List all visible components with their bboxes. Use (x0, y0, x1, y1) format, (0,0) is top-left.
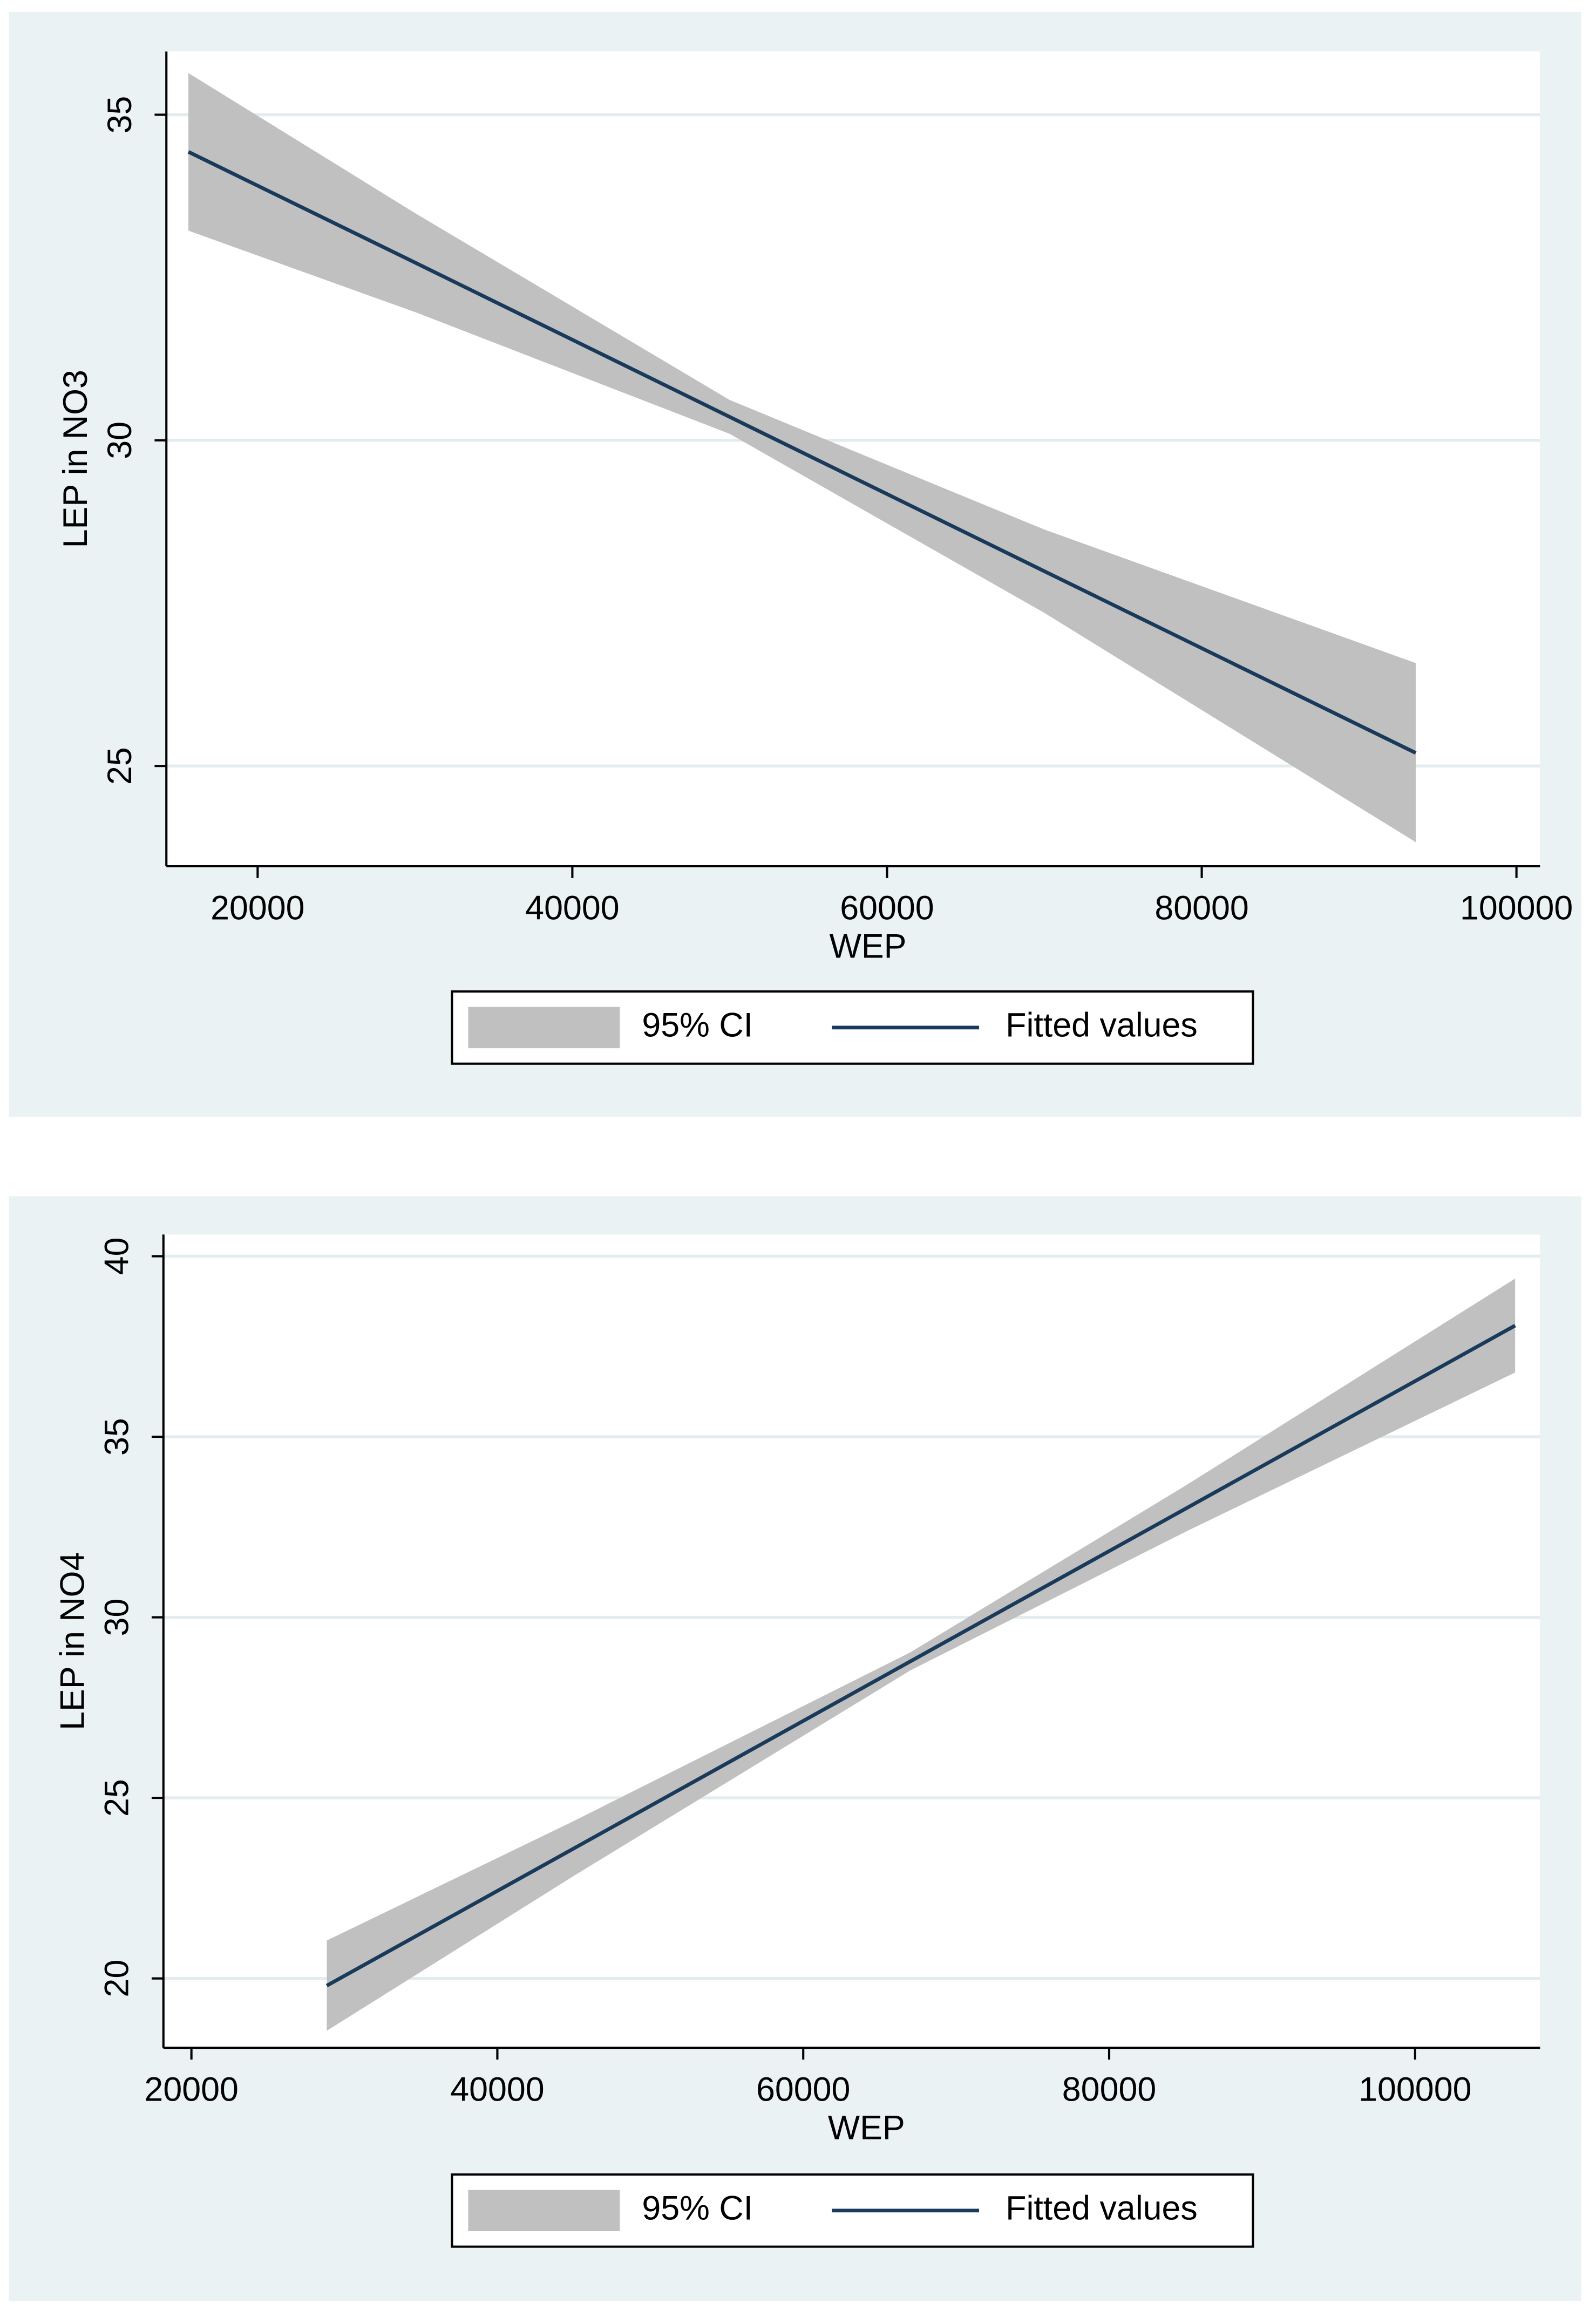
x-tick-label: 20000 (210, 889, 304, 927)
y-tick-label: 35 (101, 96, 139, 134)
ci-band (188, 73, 1416, 843)
legend-swatch (468, 2190, 620, 2231)
x-tick-label: 40000 (525, 889, 619, 927)
y-tick-label: 35 (98, 1418, 136, 1456)
x-tick-label: 40000 (450, 2071, 544, 2109)
y-tick-label: 30 (98, 1599, 136, 1636)
legend-swatch (468, 1007, 620, 1049)
x-tick-label: 20000 (144, 2071, 238, 2109)
legend-label: Fitted values (1006, 2189, 1198, 2227)
fitted-line (187, 150, 1417, 755)
y-tick-label: 20 (98, 1960, 136, 1998)
y-tick-label: 40 (98, 1238, 136, 1275)
y-tick-label: 30 (101, 422, 139, 459)
legend-label: 95% CI (642, 2189, 753, 2227)
legend-label: 95% CI (642, 1006, 753, 1044)
y-axis-title: LEP in NO3 (57, 370, 94, 548)
y-axis-title: LEP in NO4 (54, 1552, 92, 1730)
x-tick-label: 100000 (1359, 2071, 1471, 2109)
x-tick-label: 60000 (756, 2071, 850, 2109)
x-axis-title: WEP (830, 927, 907, 965)
y-tick-label: 25 (98, 1779, 136, 1817)
fitted-line (325, 1324, 1516, 1988)
x-axis-title: WEP (828, 2109, 905, 2147)
legend-label: Fitted values (1006, 1006, 1198, 1044)
y-tick-label: 25 (101, 747, 139, 785)
x-tick-label: 60000 (840, 889, 934, 927)
x-tick-label: 80000 (1062, 2071, 1156, 2109)
x-tick-label: 80000 (1154, 889, 1248, 927)
x-tick-label: 100000 (1460, 889, 1573, 927)
